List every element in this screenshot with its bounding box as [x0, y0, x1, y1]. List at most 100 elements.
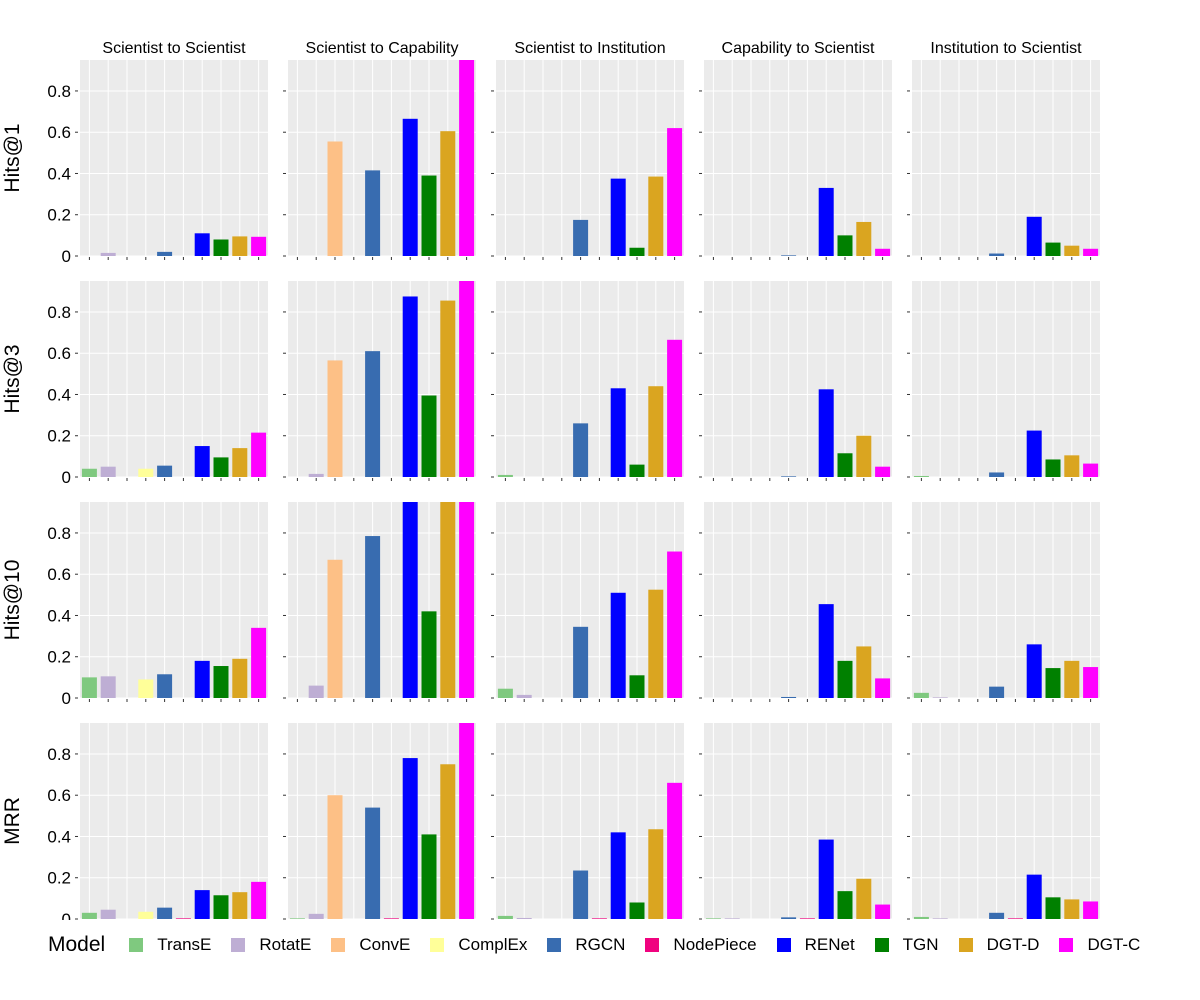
- y-tick-label: 0.6: [47, 344, 71, 363]
- bar-tgn: [1045, 242, 1061, 256]
- y-tick-label: 0.8: [47, 524, 71, 543]
- bar-rgcn: [989, 912, 1005, 919]
- bar-dgt-d: [1064, 245, 1080, 256]
- bar-dgt-d: [440, 764, 456, 919]
- bar-renet: [194, 660, 210, 698]
- legend-swatch: [776, 938, 791, 952]
- panel-background: [80, 723, 268, 919]
- bar-tgn: [629, 247, 645, 256]
- row-label-mrr: MRR: [1, 797, 24, 845]
- bar-rgcn: [781, 917, 797, 919]
- bar-rgcn: [157, 674, 173, 698]
- bar-tgn: [421, 175, 437, 256]
- y-tick-label: 0: [62, 910, 71, 920]
- bar-dgt-d: [232, 658, 248, 698]
- bar-dgt-c: [251, 432, 267, 477]
- bar-renet: [402, 758, 418, 919]
- bar-dgt-c: [875, 904, 891, 919]
- legend-item-renet: RENet: [776, 935, 855, 955]
- bar-dgt-c: [667, 782, 683, 919]
- panel-mrr-institution-to-scientist: [907, 723, 1100, 920]
- panel-background: [912, 281, 1100, 477]
- row-label-hits-3: Hits@3: [1, 344, 24, 413]
- legend-item-dgt-d: DGT-D: [958, 935, 1040, 955]
- bar-tgn: [213, 239, 229, 256]
- y-tick-label: 0: [62, 468, 71, 487]
- bar-dgt-d: [856, 435, 872, 477]
- bar-dgt-c: [667, 128, 683, 256]
- bar-rgcn: [365, 807, 381, 919]
- panel-mrr-scientist-to-institution: [491, 723, 684, 920]
- bar-tgn: [1045, 897, 1061, 919]
- bar-transe: [497, 915, 513, 919]
- y-tick-label: 0.2: [47, 869, 71, 888]
- bar-rotate: [308, 473, 324, 477]
- bar-renet: [402, 118, 418, 256]
- bar-dgt-d: [232, 892, 248, 919]
- bar-dgt-c: [459, 60, 475, 256]
- bar-rgcn: [157, 465, 173, 477]
- bar-rotate: [932, 697, 948, 698]
- panel-hits-10-scientist-to-scientist: 0 0.2 0.4 0.6 0.8: [47, 502, 268, 708]
- bar-dgt-d: [440, 131, 456, 256]
- bar-rgcn: [157, 907, 173, 919]
- bar-dgt-d: [856, 646, 872, 698]
- panel-hits-10-scientist-to-institution: [491, 502, 684, 702]
- legend-item-rgcn: RGCN: [547, 935, 625, 955]
- panel-background: [80, 281, 268, 477]
- bar-dgt-c: [667, 339, 683, 477]
- legend-label: TransE: [157, 935, 212, 954]
- panel-hits-3-institution-to-scientist: [907, 281, 1100, 481]
- legend-label: DGT-C: [1087, 935, 1141, 954]
- row-label-hits-10: Hits@10: [1, 560, 24, 641]
- bar-dgt-d: [1064, 660, 1080, 698]
- bar-renet: [194, 890, 210, 919]
- bar-tgn: [213, 457, 229, 477]
- bar-conve: [327, 559, 343, 698]
- y-tick-label: 0.6: [47, 123, 71, 142]
- legend-label: DGT-D: [986, 935, 1040, 954]
- bar-tgn: [629, 675, 645, 698]
- legend-label: NodePiece: [673, 935, 757, 954]
- bar-tgn: [837, 660, 853, 698]
- bar-dgt-c: [1083, 667, 1099, 698]
- bar-rgcn: [573, 423, 589, 477]
- y-tick-label: 0.6: [47, 786, 71, 805]
- bar-dgt-c: [667, 551, 683, 698]
- bar-dgt-d: [232, 448, 248, 477]
- bar-dgt-d: [1064, 899, 1080, 919]
- bar-rgcn: [989, 253, 1005, 256]
- bar-renet: [1026, 216, 1042, 256]
- bar-renet: [818, 839, 834, 919]
- bar-renet: [194, 446, 210, 477]
- bar-rgcn: [157, 251, 173, 256]
- bar-rgcn: [781, 696, 797, 698]
- bar-rotate: [100, 676, 116, 698]
- bar-tgn: [837, 891, 853, 919]
- bar-dgt-c: [875, 466, 891, 477]
- legend-swatch: [874, 938, 889, 952]
- legend-item-dgt-c: DGT-C: [1059, 935, 1140, 955]
- facet-bar-chart: Scientist to Scientist Scientist to Capab…: [1, 40, 1100, 920]
- legend-item-transe: TransE: [129, 935, 211, 955]
- bar-renet: [1026, 644, 1042, 698]
- bar-dgt-c: [459, 502, 475, 698]
- panel-hits-3-scientist-to-scientist: 0 0.2 0.4 0.6 0.8: [47, 281, 268, 487]
- bar-transe: [81, 912, 97, 919]
- bar-dgt-d: [648, 386, 664, 477]
- y-tick-label: 0: [62, 247, 71, 266]
- bar-rgcn: [781, 255, 797, 256]
- bar-rgcn: [989, 472, 1005, 477]
- bar-renet: [818, 604, 834, 698]
- legend-title: Model: [48, 933, 106, 956]
- y-tick-label: 0.4: [47, 385, 71, 404]
- legend-item-rotate: RotatE: [231, 935, 311, 955]
- bar-rgcn: [989, 686, 1005, 698]
- legend-label: RGCN: [575, 935, 626, 954]
- bar-transe: [289, 918, 305, 919]
- legend-label: RotatE: [259, 935, 312, 954]
- bar-renet: [194, 233, 210, 256]
- bar-dgt-c: [1083, 248, 1099, 256]
- bar-renet: [610, 178, 626, 256]
- bar-rgcn: [365, 351, 381, 477]
